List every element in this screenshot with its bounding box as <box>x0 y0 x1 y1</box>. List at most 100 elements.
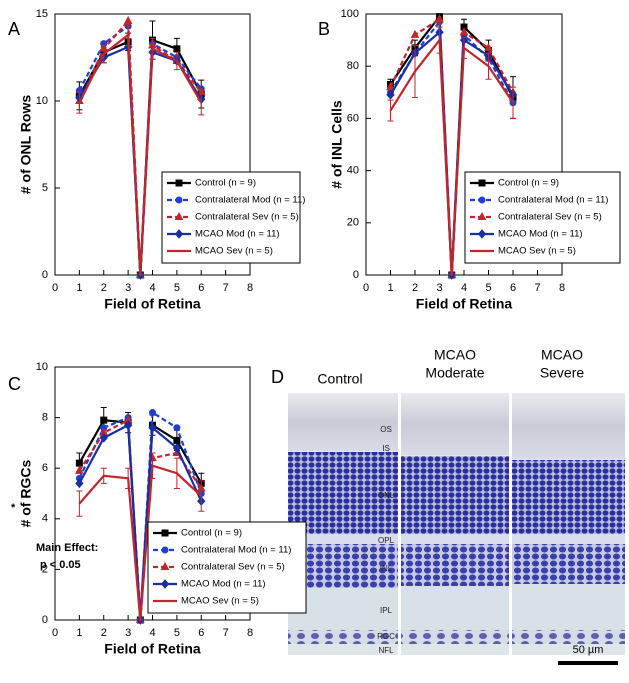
x-tick-label: 8 <box>247 627 253 639</box>
onl-layer <box>512 460 625 534</box>
marker <box>386 90 395 100</box>
x-tick-label: 5 <box>174 627 180 639</box>
x-tick-label: 8 <box>559 282 565 294</box>
x-tick-label: 4 <box>149 627 155 639</box>
y-tick-label: 40 <box>347 165 359 177</box>
legend-label: MCAO Mod (n = 11) <box>195 229 280 240</box>
point <box>512 101 514 104</box>
panel-label: B <box>318 19 330 39</box>
marker <box>75 465 84 474</box>
x-tick-label: 4 <box>461 282 467 294</box>
x-axis-label: Field of Retina <box>416 296 513 312</box>
point <box>78 101 81 104</box>
marker <box>148 422 157 433</box>
legend-label: Contralateral Sev (n = 5) <box>498 212 602 223</box>
point <box>78 502 81 505</box>
marker <box>435 14 444 23</box>
marker <box>100 416 108 424</box>
layer-label: IPL <box>380 606 393 615</box>
histology-images <box>288 393 625 655</box>
x-tick-label: 5 <box>485 282 491 294</box>
layer-label: NFL <box>378 646 394 655</box>
layer-label: RGC <box>377 632 395 641</box>
ipl-layer <box>401 586 509 630</box>
y-tick-label: 100 <box>341 8 359 20</box>
point <box>414 70 416 73</box>
point <box>200 101 203 104</box>
os-layer <box>512 393 625 459</box>
marker <box>477 229 487 239</box>
marker <box>174 211 184 220</box>
scale-bar <box>558 661 618 665</box>
point <box>127 34 129 36</box>
marker <box>175 179 183 187</box>
opl-layer <box>512 534 625 544</box>
marker <box>123 420 133 430</box>
marker <box>173 436 181 444</box>
y-axis-label: # of ONL Rows <box>18 95 34 195</box>
layer-label: INL <box>380 564 393 573</box>
point <box>102 474 105 477</box>
x-tick-label: 3 <box>125 282 131 294</box>
y-tick-label: 5 <box>42 182 48 194</box>
rgc-layer <box>512 630 625 644</box>
marker <box>173 45 181 53</box>
y-tick-label: 20 <box>347 217 359 229</box>
inl-layer <box>401 544 509 586</box>
marker <box>99 433 108 443</box>
x-tick-label: 3 <box>436 282 442 294</box>
ipl-layer <box>512 584 625 630</box>
x-tick-label: 0 <box>52 627 58 639</box>
x-tick-label: 5 <box>174 282 180 294</box>
y-axis-label: # of RGCs <box>18 459 34 527</box>
x-axis-label: Field of Retina <box>104 641 201 657</box>
layer-label: IS <box>382 444 390 453</box>
panel-label: C <box>8 374 21 394</box>
y-tick-label: 60 <box>347 112 359 124</box>
marker <box>123 15 133 24</box>
marker <box>175 196 183 204</box>
marker <box>161 546 169 554</box>
legend-label: Contralateral Sev (n = 5) <box>195 212 299 223</box>
legend-label: MCAO Mod (n = 11) <box>181 579 266 590</box>
x-tick-label: 1 <box>387 282 393 294</box>
point <box>176 472 178 475</box>
nfl-layer <box>512 644 625 655</box>
marker <box>75 478 84 489</box>
legend-label: Control (n = 9) <box>195 178 256 189</box>
marker <box>484 42 493 51</box>
legend-box <box>147 521 307 614</box>
x-tick-label: 7 <box>534 282 540 294</box>
legend-label: MCAO Sev (n = 5) <box>498 246 576 257</box>
legend-label: Control (n = 9) <box>181 528 242 539</box>
y-tick-label: 10 <box>36 361 48 373</box>
x-tick-label: 0 <box>363 282 369 294</box>
legend-label: MCAO Sev (n = 5) <box>195 246 273 257</box>
x-tick-label: 7 <box>223 282 229 294</box>
legend-label: MCAO Mod (n = 11) <box>498 229 583 240</box>
marker <box>173 424 181 432</box>
point <box>176 60 178 62</box>
x-tick-label: 7 <box>223 627 229 639</box>
marker <box>149 409 156 417</box>
nfl-layer <box>401 644 509 655</box>
marker <box>459 27 469 36</box>
y-tick-label: 80 <box>347 60 359 72</box>
marker <box>75 459 83 467</box>
rgc-layer <box>288 630 398 644</box>
y-tick-label: 2 <box>42 563 48 575</box>
annotation: p < 0.05 <box>40 559 81 571</box>
point <box>389 109 392 112</box>
layer-label: ONL <box>378 491 395 500</box>
legend-label: Contralateral Mod (n = 11) <box>195 195 305 206</box>
point <box>200 495 203 497</box>
opl-layer <box>401 534 509 544</box>
y-tick-label: 0 <box>42 614 48 626</box>
marker <box>386 82 395 91</box>
point <box>139 619 142 621</box>
x-tick-label: 0 <box>52 282 58 294</box>
point <box>102 53 105 55</box>
x-tick-label: 2 <box>101 627 107 639</box>
marker <box>161 529 169 537</box>
legend-label: Contralateral Mod (n = 11) <box>498 195 608 206</box>
